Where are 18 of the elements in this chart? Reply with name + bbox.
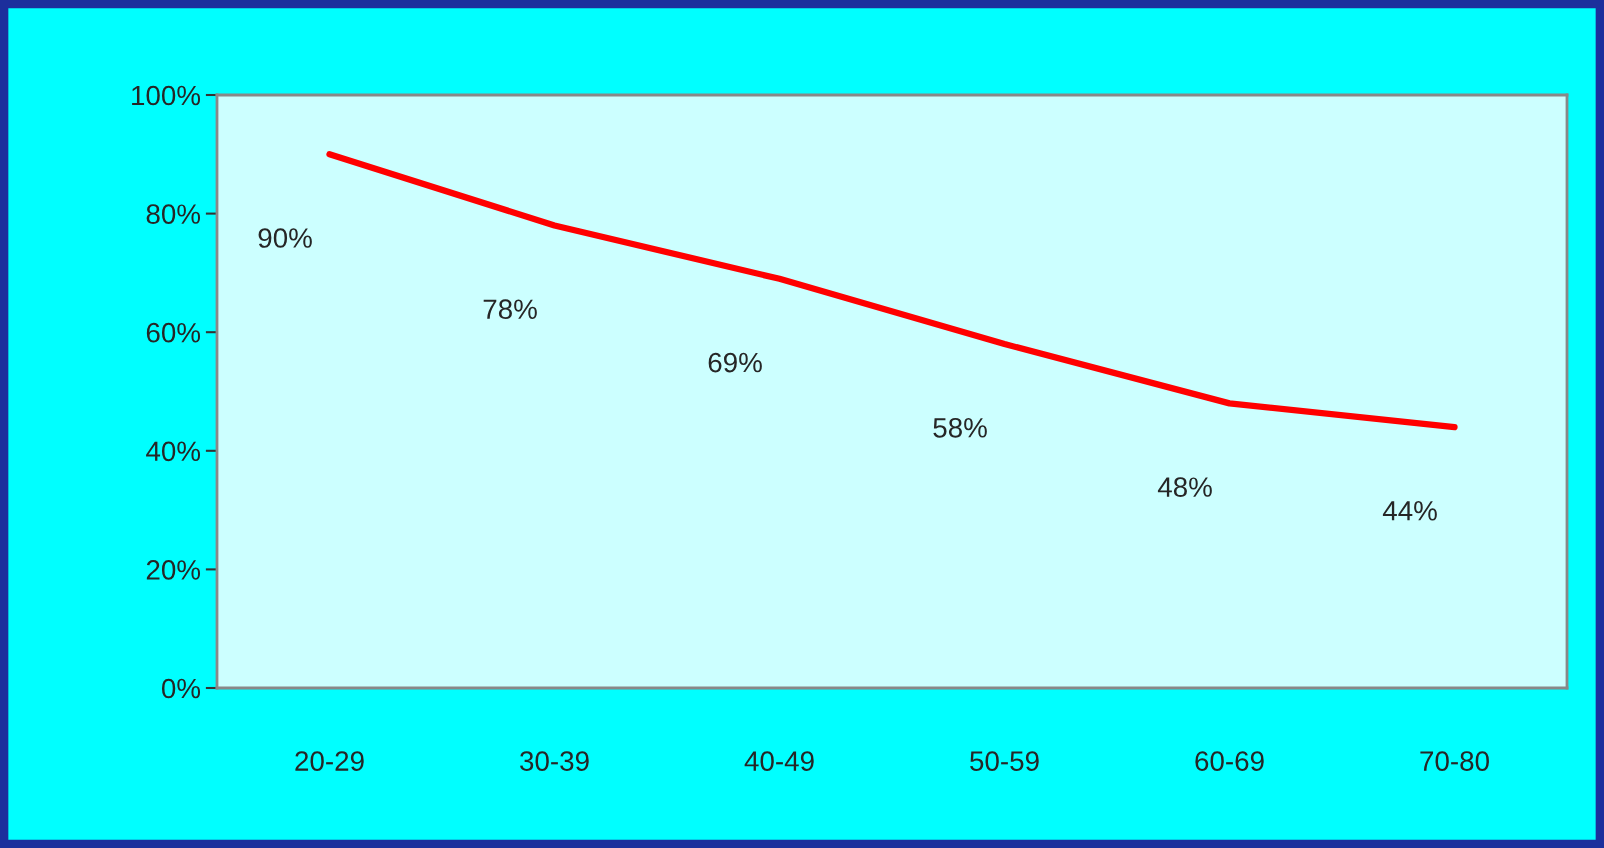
y-tick-label: 40% xyxy=(146,441,201,462)
y-tick-label: 100% xyxy=(132,85,201,106)
data-label: 48% xyxy=(1157,477,1212,497)
data-label: 58% xyxy=(933,417,987,438)
y-tick-label: 0% xyxy=(161,678,201,699)
data-label: 69% xyxy=(708,352,762,373)
y-tick-label: 20% xyxy=(146,560,201,580)
x-tick-label: 50-59 xyxy=(970,751,1039,771)
y-tick-label: 80% xyxy=(146,204,201,224)
data-label: 90% xyxy=(258,228,312,248)
x-tick-label: 70-80 xyxy=(1420,751,1489,771)
x-tick-label: 60-69 xyxy=(1195,751,1264,771)
y-tick-label: 60% xyxy=(146,322,201,343)
x-tick-label: 20-29 xyxy=(295,751,364,771)
x-tick-label: 30-39 xyxy=(520,751,589,771)
x-tick-label: 40-49 xyxy=(744,751,814,771)
data-label: 44% xyxy=(1382,501,1437,521)
data-label: 78% xyxy=(483,299,537,320)
